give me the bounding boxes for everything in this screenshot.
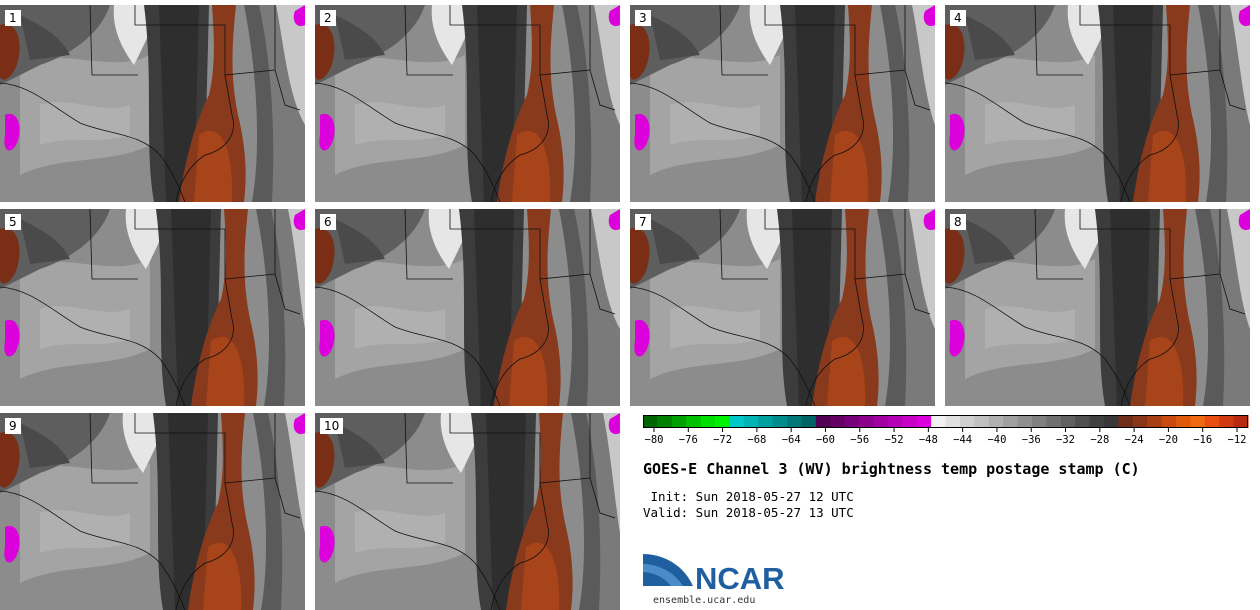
colorbar-tick-label: −12 <box>1228 434 1247 446</box>
colorbar-swatch <box>988 415 1004 428</box>
colorbar-swatch <box>1132 415 1148 428</box>
colorbar-swatch <box>1031 415 1047 428</box>
postage-panel-8: 8 <box>945 209 1250 406</box>
colorbar-swatch <box>801 415 817 428</box>
postage-panel-10: 10 <box>315 413 620 610</box>
postage-panel-7: 7 <box>630 209 935 406</box>
colorbar-swatch <box>686 415 702 428</box>
colorbar-tick-label: −52 <box>885 434 904 446</box>
postage-panel-2: 2 <box>315 5 620 202</box>
colorbar-swatch <box>873 415 889 428</box>
colorbar-swatch <box>1017 415 1033 428</box>
colorbar-tick-label: −28 <box>1090 434 1109 446</box>
colorbar-swatch <box>787 415 802 428</box>
ncar-logo: NCAR <box>643 554 785 594</box>
colorbar-swatch <box>1103 415 1119 428</box>
colorbar-swatch <box>815 415 831 428</box>
wv-map-image <box>945 209 1250 406</box>
wv-map-image <box>0 413 305 610</box>
colorbar-swatch <box>931 415 946 428</box>
panel-number-label: 9 <box>5 418 21 434</box>
colorbar-swatch <box>1003 415 1019 428</box>
colorbar-swatch <box>643 415 658 428</box>
wv-map-image <box>0 209 305 406</box>
colorbar-swatch <box>830 415 846 428</box>
wv-map-image <box>315 413 620 610</box>
colorbar-swatch <box>700 415 716 428</box>
postage-panel-9: 9 <box>0 413 305 610</box>
colorbar-swatch <box>1118 415 1134 428</box>
panel-number-label: 8 <box>950 214 966 230</box>
panel-number-label: 6 <box>320 214 336 230</box>
panel-number-label: 5 <box>5 214 21 230</box>
colorbar-tick-label: −64 <box>782 434 801 446</box>
colorbar-tick-label: −60 <box>816 434 835 446</box>
wv-map-image <box>315 209 620 406</box>
postage-panel-4: 4 <box>945 5 1250 202</box>
postage-panel-6: 6 <box>315 209 620 406</box>
colorbar-swatch <box>916 415 932 428</box>
colorbar-swatch <box>1175 415 1191 428</box>
colorbar-swatch <box>1046 415 1062 428</box>
wv-map-image <box>630 209 935 406</box>
wv-map-image <box>315 5 620 202</box>
colorbar-swatch <box>758 415 774 428</box>
colorbar-tick-label: −48 <box>919 434 938 446</box>
panel-number-label: 7 <box>635 214 651 230</box>
panel-number-label: 10 <box>320 418 344 434</box>
colorbar-tick-label: −32 <box>1056 434 1075 446</box>
valid-time: Valid: Sun 2018-05-27 13 UTC <box>643 505 854 520</box>
colorbar-tick-label: −56 <box>850 434 869 446</box>
init-time: Init: Sun 2018-05-27 12 UTC <box>643 489 854 504</box>
colorbar-swatch <box>1190 415 1206 428</box>
postage-panel-5: 5 <box>0 209 305 406</box>
colorbar-swatch <box>902 415 918 428</box>
colorbar-swatch <box>657 415 673 428</box>
colorbar-swatch <box>671 415 687 428</box>
colorbar-swatch <box>1147 415 1163 428</box>
colorbar-tick-label: −24 <box>1125 434 1144 446</box>
panel-number-label: 4 <box>950 10 966 26</box>
colorbar-swatch <box>1161 415 1177 428</box>
colorbar-swatch <box>959 415 975 428</box>
colorbar-swatch <box>1089 415 1105 428</box>
panel-number-label: 3 <box>635 10 651 26</box>
postage-panel-1: 1 <box>0 5 305 202</box>
wv-map-image <box>630 5 935 202</box>
colorbar-tick-label: −72 <box>713 434 732 446</box>
colorbar-tick-label: −16 <box>1193 434 1212 446</box>
colorbar: −80 −76 −72 −68 −64 −60 −56 −52 −48 −44 −40 −36 −32 −… <box>643 415 1249 446</box>
ncar-logo-text: NCAR <box>695 561 785 594</box>
colorbar-swatch <box>974 415 990 428</box>
colorbar-swatch <box>1233 415 1249 428</box>
colorbar-tick-label: −40 <box>987 434 1006 446</box>
colorbar-swatch <box>715 415 730 428</box>
colorbar-swatch <box>743 415 759 428</box>
figure-title: GOES-E Channel 3 (WV) brightness temp po… <box>643 460 1140 478</box>
wv-map-image <box>945 5 1250 202</box>
postage-panel-3: 3 <box>630 5 935 202</box>
wv-map-image <box>0 5 305 202</box>
colorbar-swatch <box>844 415 860 428</box>
panel-number-label: 2 <box>320 10 336 26</box>
colorbar-swatch <box>859 415 874 428</box>
site-url: ensemble.ucar.edu <box>653 595 756 606</box>
colorbar-tick-label: −76 <box>679 434 698 446</box>
colorbar-swatch <box>1060 415 1076 428</box>
panel-number-label: 1 <box>5 10 21 26</box>
colorbar-swatch <box>772 415 788 428</box>
colorbar-swatch <box>729 415 745 428</box>
colorbar-swatch <box>1204 415 1220 428</box>
colorbar-swatch <box>1075 415 1091 428</box>
colorbar-tick-label: −20 <box>1159 434 1178 446</box>
colorbar-swatch <box>887 415 903 428</box>
colorbar-tick-label: −36 <box>1022 434 1041 446</box>
colorbar-swatch <box>1219 415 1235 428</box>
colorbar-swatch <box>945 415 961 428</box>
colorbar-tick-label: −44 <box>953 434 972 446</box>
colorbar-tick-label: −80 <box>645 434 664 446</box>
colorbar-tick-label: −68 <box>747 434 766 446</box>
